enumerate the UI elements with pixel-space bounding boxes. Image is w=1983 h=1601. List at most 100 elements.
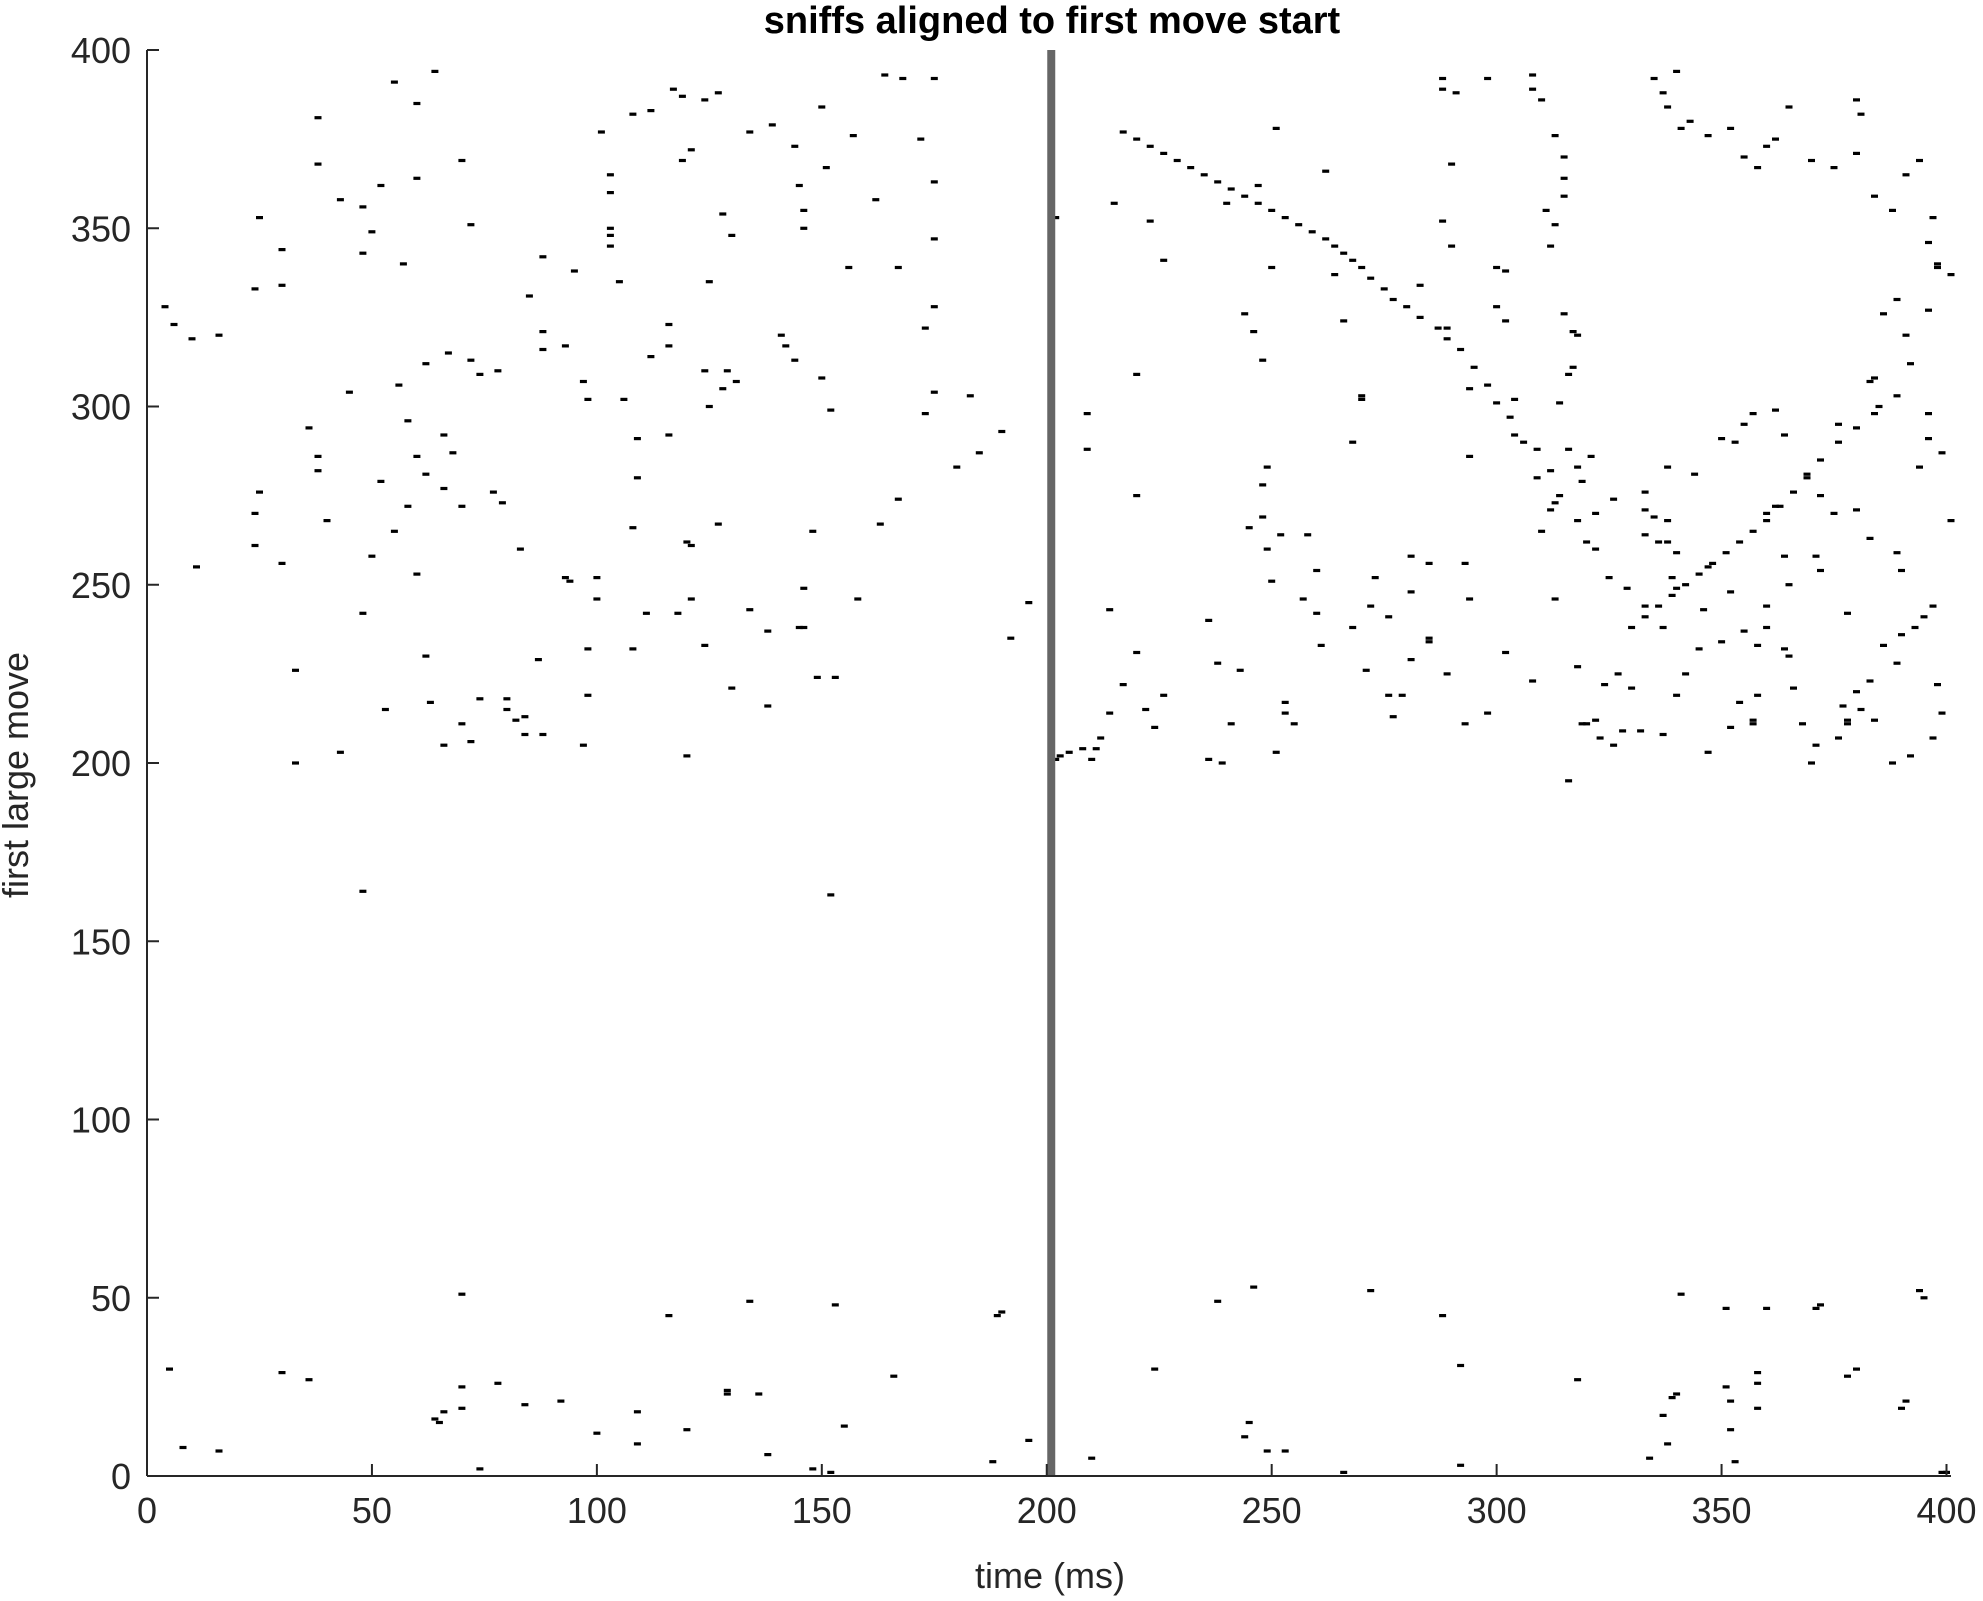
sniff-mark	[1916, 1289, 1923, 1293]
sniff-mark	[1263, 465, 1271, 469]
sniff-mark	[1443, 337, 1451, 341]
sniff-mark	[566, 579, 574, 583]
y-tick-label: 150	[71, 921, 131, 962]
sniff-mark	[1205, 757, 1213, 761]
sniff-mark	[746, 1299, 754, 1303]
sniff-mark	[1434, 326, 1442, 330]
sniff-mark	[1610, 497, 1618, 501]
sniff-mark	[390, 80, 398, 84]
sniff-mark	[179, 1445, 187, 1450]
sniff-mark	[1668, 593, 1676, 597]
sniff-mark	[593, 597, 601, 601]
y-tick-label: 100	[71, 1100, 131, 1141]
sniff-mark	[579, 743, 587, 747]
sniff-mark	[1731, 440, 1739, 444]
sniff-mark	[1272, 750, 1280, 754]
sniff-mark	[840, 1424, 848, 1428]
sniff-mark	[292, 761, 299, 765]
sniff-mark	[1907, 754, 1914, 758]
sniff-mark	[1740, 155, 1748, 159]
sniff-mark	[683, 540, 691, 544]
sniff-mark	[314, 162, 322, 166]
sniff-mark	[1466, 387, 1474, 391]
sniff-mark	[539, 347, 547, 352]
sniff-mark	[1380, 287, 1388, 291]
sniff-mark	[1574, 333, 1582, 337]
sniff-mark	[1682, 672, 1690, 676]
sniff-mark	[422, 472, 430, 476]
sniff-mark	[629, 112, 637, 116]
sniff-mark	[539, 255, 547, 259]
y-tick-label: 200	[71, 743, 131, 784]
sniff-mark	[251, 511, 259, 515]
sniff-mark	[1718, 437, 1726, 441]
sniff-mark	[1835, 736, 1842, 740]
sniff-mark	[404, 419, 412, 423]
sniff-mark	[1574, 1378, 1582, 1382]
sniff-mark	[1025, 601, 1033, 605]
sniff-mark	[1416, 315, 1424, 319]
sniff-mark	[1772, 504, 1779, 508]
sniff-mark	[422, 362, 430, 366]
sniff-mark	[1214, 1299, 1222, 1303]
sniff-mark	[800, 208, 808, 212]
sniff-mark	[728, 686, 736, 690]
sniff-mark	[1538, 529, 1546, 533]
sniff-mark	[345, 390, 353, 394]
sniff-mark	[1808, 761, 1815, 765]
sniff-mark	[1790, 490, 1797, 494]
sniff-mark	[849, 134, 857, 138]
sniff-mark	[1803, 476, 1811, 480]
sniff-mark	[822, 166, 830, 170]
sniff-mark	[1569, 365, 1577, 369]
sniff-mark	[1722, 1306, 1730, 1310]
sniff-mark	[1835, 440, 1842, 444]
sniff-mark	[1677, 126, 1685, 130]
sniff-mark	[1781, 433, 1788, 437]
sniff-mark	[1529, 679, 1537, 683]
sniff-mark	[966, 394, 974, 398]
sniff-mark	[1641, 615, 1649, 619]
sniff-mark	[1259, 515, 1267, 519]
sniff-mark	[336, 198, 344, 202]
sniff-mark	[1844, 611, 1851, 615]
sniff-mark	[665, 433, 673, 437]
sniff-mark	[1682, 583, 1690, 587]
sniff-mark	[1439, 1314, 1447, 1318]
sniff-mark	[1916, 465, 1923, 469]
data-marks	[161, 69, 1955, 1474]
x-tick-label: 200	[1017, 1490, 1077, 1531]
sniff-mark	[1254, 201, 1262, 205]
sniff-mark	[1655, 540, 1663, 544]
sniff-mark	[989, 1460, 997, 1464]
sniff-mark	[1097, 736, 1105, 740]
sniff-mark	[1835, 422, 1842, 426]
sniff-mark	[930, 237, 938, 241]
y-tick-label: 350	[71, 208, 131, 249]
sniff-mark	[1925, 412, 1932, 416]
sniff-mark	[1317, 643, 1325, 647]
sniff-mark	[1929, 216, 1937, 220]
sniff-mark	[1313, 568, 1321, 573]
sniff-mark	[458, 1292, 466, 1296]
sniff-mark	[458, 504, 466, 508]
sniff-mark	[413, 101, 421, 106]
sniff-mark	[899, 76, 907, 81]
sniff-mark	[1853, 151, 1860, 155]
sniff-mark	[1484, 76, 1492, 81]
sniff-mark	[1673, 551, 1681, 555]
sniff-mark	[593, 576, 601, 580]
sniff-mark	[818, 105, 826, 109]
sniff-mark	[440, 743, 448, 747]
sniff-mark	[683, 1428, 691, 1432]
sniff-mark	[1677, 1292, 1685, 1296]
sniff-mark	[1146, 219, 1154, 223]
sniff-mark	[1623, 586, 1631, 590]
sniff-mark	[476, 1467, 484, 1471]
sniff-mark	[831, 1303, 839, 1307]
sniff-mark	[1241, 312, 1249, 316]
sniff-mark	[1592, 547, 1600, 551]
sniff-mark	[1695, 647, 1703, 651]
sniff-mark	[1772, 408, 1779, 412]
sniff-mark	[800, 625, 808, 630]
